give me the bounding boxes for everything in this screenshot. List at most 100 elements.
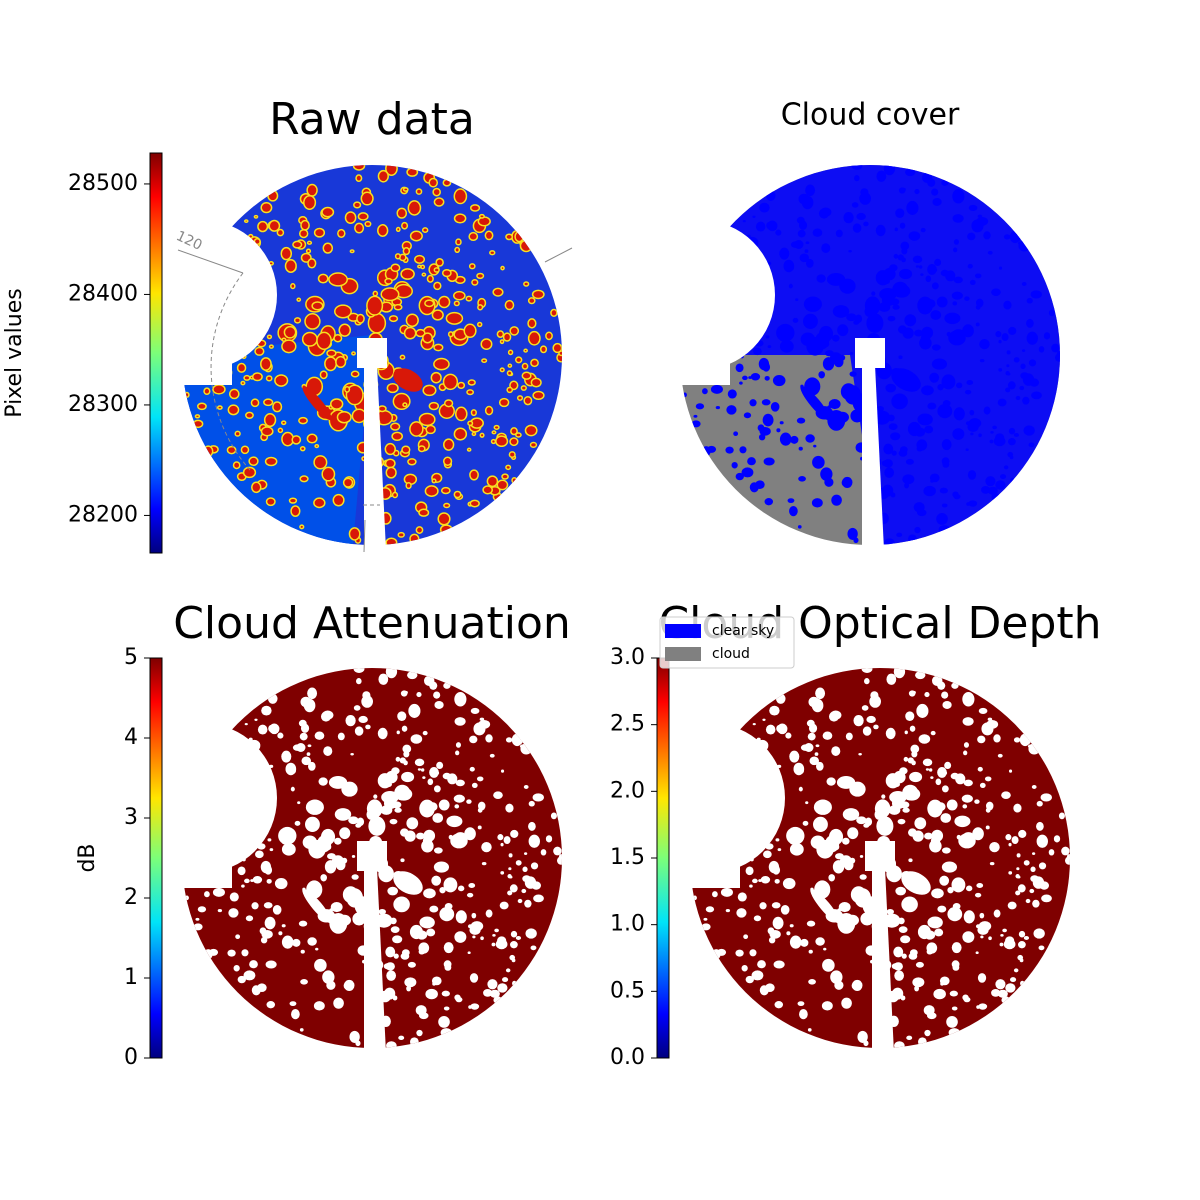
cloud-gap bbox=[907, 421, 921, 437]
cloud-gap bbox=[453, 427, 468, 441]
cloud-gap bbox=[773, 960, 785, 969]
legend-label: cloud bbox=[712, 646, 750, 662]
cloud-gap bbox=[540, 849, 547, 856]
cloud-gap bbox=[298, 416, 308, 425]
mask-notch bbox=[670, 155, 730, 385]
cloud-gap bbox=[808, 979, 816, 985]
cloud-gap bbox=[759, 985, 769, 996]
cloud-gap bbox=[941, 439, 952, 451]
cloud-gap bbox=[974, 799, 980, 804]
cloud-gap bbox=[720, 887, 733, 897]
cloud-gap bbox=[477, 825, 482, 830]
cloud-gap bbox=[387, 886, 399, 896]
cloud-gap bbox=[515, 935, 522, 940]
panel-title: Raw data bbox=[269, 94, 475, 145]
cloud-gap bbox=[934, 928, 944, 937]
cloud-gap bbox=[873, 724, 879, 730]
legend-label: clear sky bbox=[712, 623, 774, 639]
cloud-gap bbox=[937, 905, 947, 913]
cloud-gap bbox=[878, 302, 891, 312]
cloud-gap bbox=[725, 909, 731, 913]
cloud-gap bbox=[952, 428, 965, 440]
cloud-gap bbox=[965, 421, 971, 426]
cloud-gap bbox=[987, 250, 993, 255]
cloud-gap bbox=[779, 421, 784, 425]
cloud-gap bbox=[468, 883, 476, 888]
cloud-gap bbox=[926, 949, 933, 955]
cloud-gap bbox=[985, 825, 990, 830]
cloud-gap bbox=[798, 220, 808, 230]
cloud-gap bbox=[939, 875, 950, 886]
cloud-gap bbox=[775, 693, 786, 704]
cloud-gap bbox=[353, 201, 362, 209]
cloud-gap bbox=[509, 437, 519, 447]
cloud-gap bbox=[859, 192, 871, 205]
cloud-gap bbox=[938, 525, 950, 535]
cloud-gap bbox=[930, 730, 936, 736]
cloud-gap bbox=[845, 914, 859, 926]
cloud-gap bbox=[440, 1028, 452, 1038]
cloud-gap bbox=[929, 372, 940, 383]
cloud-gap bbox=[281, 750, 292, 763]
cloud-gap bbox=[337, 914, 351, 926]
cloud-gap bbox=[500, 265, 505, 271]
cloud-gap bbox=[545, 835, 553, 843]
cloud-gap bbox=[947, 907, 963, 922]
cloud-gap bbox=[1018, 240, 1030, 252]
cloud-gap bbox=[812, 455, 825, 469]
cloud-gap bbox=[290, 505, 301, 518]
cloud-gap bbox=[469, 973, 479, 983]
cloud-gap bbox=[904, 730, 908, 735]
cloud-gap bbox=[946, 331, 951, 337]
cloud-gap bbox=[267, 838, 272, 842]
cloud-gap bbox=[443, 502, 451, 509]
cloud-gap bbox=[998, 266, 1003, 270]
cloud-gap bbox=[251, 985, 261, 996]
cloud-gap bbox=[772, 916, 784, 930]
cloud-gap bbox=[1038, 945, 1045, 951]
cloud-gap bbox=[416, 832, 425, 840]
cloud-gap bbox=[830, 970, 843, 984]
cloud-gap bbox=[993, 734, 1001, 743]
cloud-gap bbox=[969, 409, 975, 416]
cloud-gap bbox=[682, 392, 687, 398]
cloud-gap bbox=[306, 752, 311, 756]
cloud-gap bbox=[302, 835, 318, 850]
cloud-gap bbox=[979, 338, 990, 350]
cloud-gap bbox=[1061, 846, 1070, 856]
cloud-gap bbox=[500, 769, 505, 773]
cloud-gap bbox=[1028, 359, 1037, 367]
cloud-gap bbox=[767, 345, 772, 349]
cloud-gap bbox=[442, 178, 452, 187]
cloud-gap bbox=[490, 438, 497, 445]
cloud-gap bbox=[936, 513, 948, 525]
cloud-gap bbox=[711, 949, 721, 960]
cloud-gap bbox=[871, 291, 876, 296]
cloud-gap bbox=[851, 981, 861, 991]
cloud-gap bbox=[194, 414, 201, 419]
cloud-gap bbox=[479, 432, 485, 438]
cloud-gap bbox=[489, 989, 500, 998]
cloud-gap bbox=[1058, 812, 1065, 820]
cloud-gap bbox=[404, 830, 416, 842]
cloud-gap bbox=[385, 668, 398, 679]
cloud-gap bbox=[291, 435, 302, 445]
cloud-gap bbox=[465, 295, 473, 302]
cloud-gap bbox=[979, 912, 985, 919]
cloud-gap bbox=[467, 420, 474, 427]
cloud-gap bbox=[1023, 860, 1030, 866]
cloud-gap bbox=[228, 908, 239, 918]
cloud-gap bbox=[885, 383, 897, 393]
cloud-gap bbox=[953, 247, 958, 253]
cloud-gap bbox=[353, 668, 365, 673]
cloud-gap bbox=[806, 920, 816, 927]
cloud-gap bbox=[263, 412, 277, 428]
cloud-gap bbox=[906, 1035, 913, 1041]
cloud-gap bbox=[1010, 477, 1015, 484]
cloud-gap bbox=[909, 771, 923, 783]
cloud-gap bbox=[889, 791, 907, 804]
cloud-gap bbox=[789, 843, 804, 856]
cloud-gap bbox=[932, 344, 941, 351]
cloud-gap bbox=[911, 750, 918, 758]
cloud-gap bbox=[308, 761, 316, 771]
